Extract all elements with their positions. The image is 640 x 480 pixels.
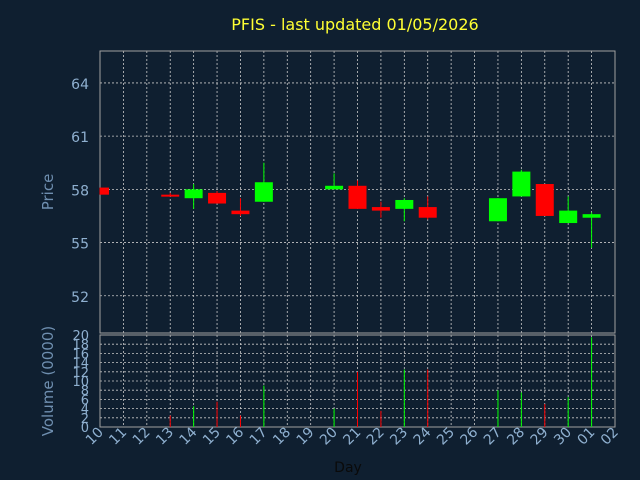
x-tick-label: 15 xyxy=(200,425,224,449)
volume-tick-label: 12 xyxy=(72,366,89,381)
volume-tick-label: 0 xyxy=(81,421,89,436)
x-tick-label: 12 xyxy=(130,425,154,449)
candle-body xyxy=(512,171,531,197)
candle-body xyxy=(184,189,203,199)
volume-tick-label: 14 xyxy=(72,357,89,372)
candle-body xyxy=(231,210,250,215)
price-tick-label: 58 xyxy=(71,183,89,199)
x-tick-label: 25 xyxy=(434,425,458,449)
x-tick-labels: 10 11 12 13 14 15 16 17 18 19 20 21 22 23 24 25 26 27 28 29… xyxy=(83,424,622,448)
x-tick-label: 30 xyxy=(551,425,575,449)
candle-body xyxy=(208,192,227,204)
x-tick-label: 01 xyxy=(574,425,598,449)
x-tick-label: 02 xyxy=(598,425,622,449)
price-tick-label: 52 xyxy=(71,290,89,306)
price-tick-label: 64 xyxy=(71,77,89,93)
chart-title: PFIS - last updated 01/05/2026 xyxy=(231,15,478,34)
x-tick-label: 17 xyxy=(247,425,271,449)
volume-bars xyxy=(169,337,593,427)
x-tick-label: 16 xyxy=(223,424,247,448)
volume-tick-label: 20 xyxy=(72,329,89,344)
volume-tick-label: 2 xyxy=(81,412,89,427)
candle-body xyxy=(488,198,507,222)
x-tick-label: 24 xyxy=(411,424,435,448)
x-tick-label: 26 xyxy=(457,424,481,448)
x-tick-label: 28 xyxy=(504,425,528,449)
candle-body xyxy=(254,182,273,202)
candle-body xyxy=(371,207,390,211)
candle-body xyxy=(348,185,367,209)
candles xyxy=(99,162,601,248)
volume-tick-label: 10 xyxy=(72,375,89,390)
x-tick-label: 27 xyxy=(481,425,505,449)
candle-body xyxy=(418,207,437,218)
x-tick-label: 21 xyxy=(340,425,364,449)
volume-tick-label: 18 xyxy=(72,338,89,353)
volume-axis-label: Volume (0000) xyxy=(39,326,57,436)
candle-body xyxy=(100,187,109,195)
volume-tick-label: 6 xyxy=(81,393,89,408)
x-tick-label: 18 xyxy=(270,425,294,449)
price-tick-label: 61 xyxy=(71,130,89,146)
candle-body xyxy=(325,185,344,190)
candle-body xyxy=(582,214,601,218)
price-tick-labels: 52 55 58 61 64 xyxy=(71,77,89,306)
candle-body xyxy=(395,199,414,209)
volume-tick-label: 4 xyxy=(81,403,89,418)
candle-body xyxy=(559,210,578,224)
x-tick-label: 13 xyxy=(153,425,177,449)
price-axis-label: Price xyxy=(39,174,57,211)
x-axis-label: Day xyxy=(334,460,362,476)
price-tick-label: 55 xyxy=(71,237,89,253)
volume-tick-label: 8 xyxy=(81,384,89,399)
x-tick-label: 14 xyxy=(177,424,201,448)
candle-body xyxy=(535,184,554,216)
x-tick-label: 20 xyxy=(317,425,341,449)
volume-tick-label: 16 xyxy=(72,347,89,362)
x-tick-label: 22 xyxy=(364,425,388,449)
x-tick-label: 19 xyxy=(294,425,318,449)
candle-body xyxy=(161,194,180,197)
x-tick-label: 29 xyxy=(528,425,552,449)
x-tick-label: 23 xyxy=(387,425,411,449)
x-tick-label: 11 xyxy=(106,425,130,449)
